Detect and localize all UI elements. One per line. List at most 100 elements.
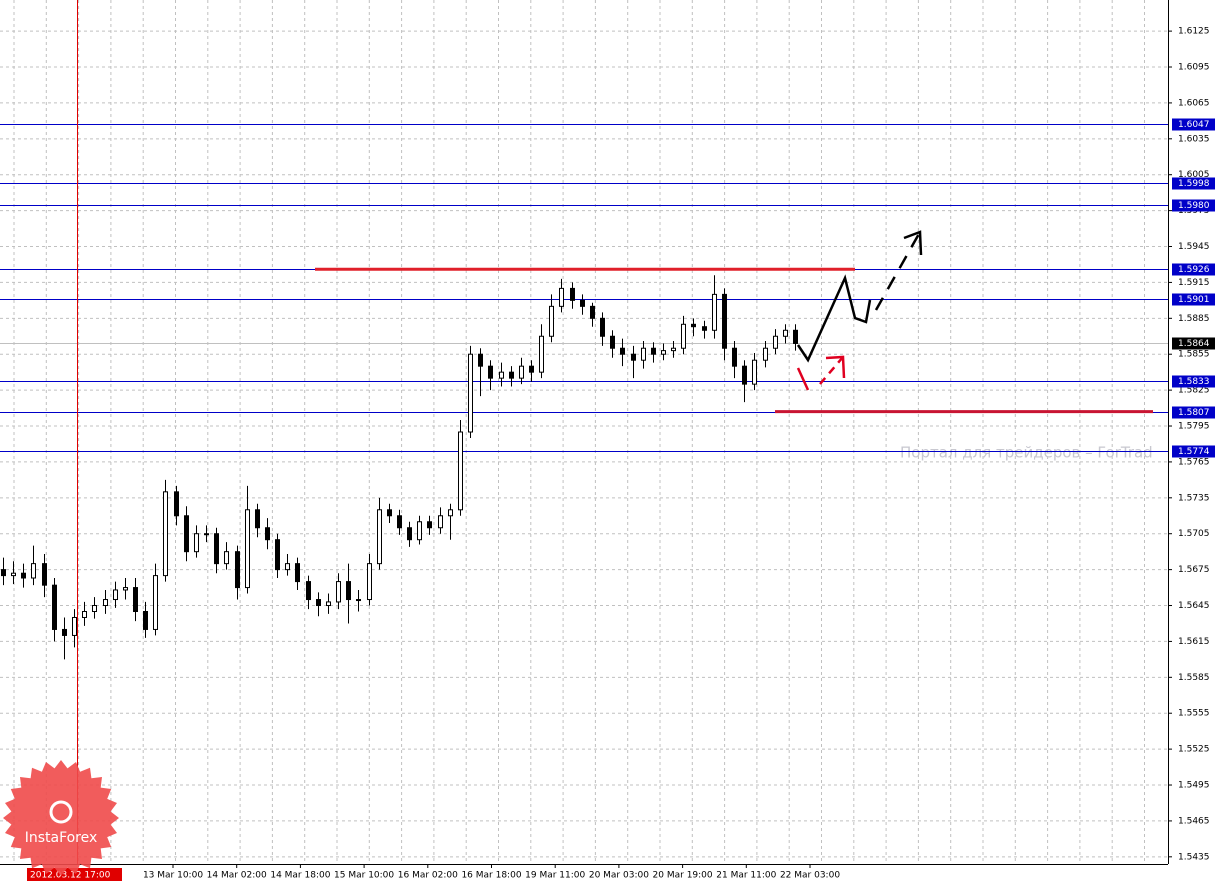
candle-body <box>499 371 504 379</box>
red-forecast-dashed <box>819 356 844 385</box>
y-tick-label: 1.6125 <box>1178 27 1210 37</box>
candle-body <box>641 347 646 361</box>
candle-body <box>509 371 514 379</box>
level-box <box>1172 263 1215 276</box>
x-tick-label: 16 Mar 02:00 <box>398 871 458 881</box>
axis: 1.5435 1.5465 1.5495 1.5525 1.5555 1.5585 1.56… <box>143 27 1215 881</box>
arrow-head <box>903 230 923 256</box>
candle-body <box>458 431 463 511</box>
logo-icon <box>49 800 73 824</box>
y-tick-label: 1.5435 <box>1178 852 1210 862</box>
y-tick-label: 1.6065 <box>1178 98 1210 108</box>
candle-body <box>163 491 168 577</box>
candle-body <box>539 335 544 373</box>
y-tick-label: 1.5555 <box>1178 709 1210 719</box>
current-price-box <box>1172 337 1215 350</box>
level-box <box>1172 177 1215 190</box>
level-label: 1.5926 <box>1178 265 1210 275</box>
y-tick-label: 1.5855 <box>1178 350 1210 360</box>
candle-body <box>275 539 280 571</box>
watermark: Портал для трейдеров – ForTrad <box>900 444 1153 462</box>
candle-body <box>407 527 412 541</box>
candle-body <box>529 365 534 373</box>
candle-body <box>488 365 493 379</box>
forecast-arrow <box>796 274 872 363</box>
candle-body <box>468 353 473 433</box>
candle-body <box>62 628 67 636</box>
candle-body <box>52 584 57 630</box>
candles <box>1 275 798 660</box>
y-tick-label: 1.6005 <box>1178 170 1210 180</box>
candle-body <box>732 347 737 367</box>
candle-body <box>82 611 87 618</box>
candle-body <box>387 509 392 517</box>
y-tick-label: 1.5495 <box>1178 781 1210 791</box>
level-box <box>1172 375 1215 388</box>
level-box <box>1172 293 1215 306</box>
level-label: 1.6047 <box>1178 120 1210 130</box>
candle-body <box>631 353 636 361</box>
red-forecast <box>796 367 810 391</box>
cursor-label: 2012.03.12 17:00 <box>30 871 111 881</box>
y-tick-label: 1.5885 <box>1178 314 1210 324</box>
candle-body <box>671 347 676 352</box>
candle-body <box>620 347 625 355</box>
candle-body <box>326 601 331 607</box>
candle-body <box>722 293 727 349</box>
candle-body <box>417 521 422 541</box>
candle-body <box>549 305 554 337</box>
x-tick-label: 13 Mar 10:00 <box>143 871 203 881</box>
x-tick-label: 20 Mar 03:00 <box>589 871 649 881</box>
candle-body <box>113 589 118 601</box>
x-tick-label: 14 Mar 18:00 <box>270 871 330 881</box>
level-label: 1.5774 <box>1178 447 1210 457</box>
candle-body <box>793 329 798 344</box>
level-label: 1.5980 <box>1178 201 1210 211</box>
y-tick-label: 1.5765 <box>1178 457 1210 467</box>
candle-body <box>11 572 16 577</box>
candle-body <box>519 365 524 379</box>
candle-body <box>742 365 747 385</box>
candle-body <box>235 551 240 589</box>
logo-badge <box>3 760 119 876</box>
level-label: 1.5833 <box>1178 377 1210 387</box>
y-tick-label: 1.5795 <box>1178 422 1210 432</box>
y-tick-label: 1.5705 <box>1178 529 1210 539</box>
candle-body <box>346 581 351 601</box>
candle-body <box>265 527 270 541</box>
candle-body <box>1 569 6 577</box>
cursor-box <box>27 868 122 881</box>
candle-body <box>651 347 656 355</box>
candle-body <box>773 335 778 349</box>
candle-body <box>285 563 290 571</box>
x-tick-label: 21 Mar 11:00 <box>716 871 776 881</box>
candle-body <box>316 599 321 607</box>
candle-body <box>377 509 382 565</box>
candle-body <box>306 581 311 601</box>
x-tick-label: 16 Mar 18:00 <box>461 871 521 881</box>
candle-body <box>397 515 402 529</box>
y-tick-label: 1.5645 <box>1178 601 1210 611</box>
candle-body <box>712 293 717 331</box>
level-box <box>1172 118 1215 131</box>
levels <box>0 124 1168 452</box>
level-box <box>1172 445 1215 458</box>
candle-body <box>31 563 36 579</box>
logo-text: InstaForex <box>25 830 98 846</box>
candle-body <box>21 572 26 579</box>
candle-body <box>610 335 615 349</box>
y-tick-label: 1.5915 <box>1178 278 1210 288</box>
candle-body <box>184 515 189 553</box>
x-tick-label: 14 Mar 02:00 <box>207 871 267 881</box>
current-price-label: 1.5864 <box>1178 339 1210 349</box>
candle-body <box>356 599 361 602</box>
candle-body <box>204 533 209 536</box>
candle-body <box>427 521 432 529</box>
y-tick-label: 1.5615 <box>1178 637 1210 647</box>
red-arrow-head <box>825 355 846 379</box>
candle-body <box>245 509 250 589</box>
logo: InstaForex <box>3 760 119 876</box>
candle-body <box>103 599 108 607</box>
